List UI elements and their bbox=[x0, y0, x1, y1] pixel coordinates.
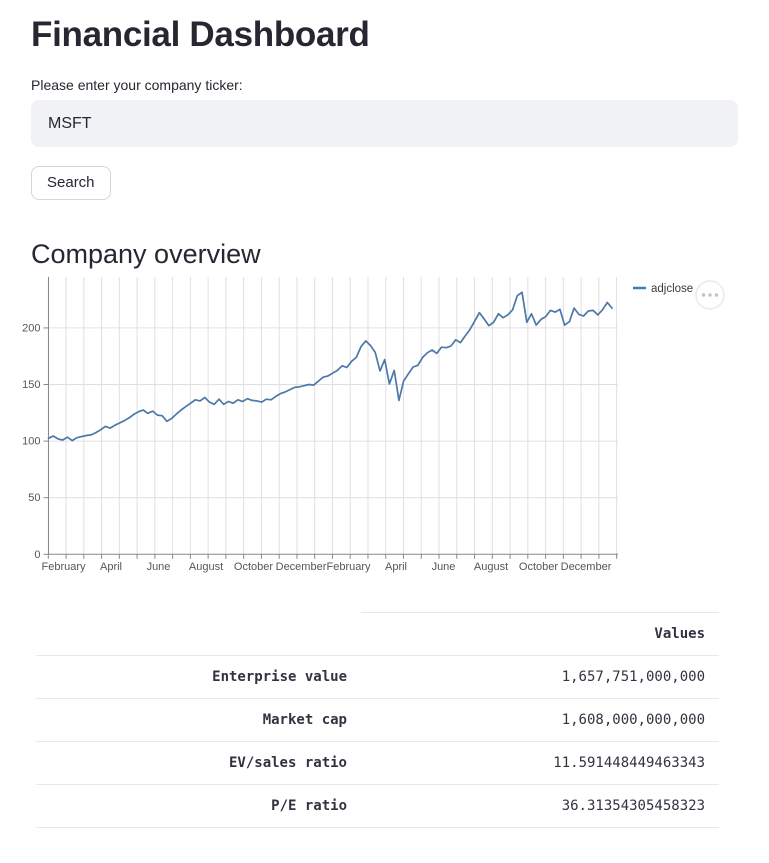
metric-value: 11.591448449463343 bbox=[361, 741, 719, 785]
x-axis-label: October bbox=[234, 561, 273, 573]
chart-legend: adjclose bbox=[633, 283, 693, 295]
table-row: P/E ratio 36.31354305458323 bbox=[36, 784, 719, 828]
y-axis-label: 0 bbox=[34, 549, 40, 561]
values-header-cell: Values bbox=[361, 612, 719, 656]
y-axis-label: 200 bbox=[22, 322, 40, 334]
x-axis-label: August bbox=[189, 561, 223, 573]
main-content: Financial Dashboard Please enter your co… bbox=[0, 14, 769, 270]
metric-value: 36.31354305458323 bbox=[361, 784, 719, 828]
financial-metrics-table: Values Enterprise value 1,657,751,000,000… bbox=[36, 612, 719, 828]
x-axis-label: April bbox=[100, 561, 122, 573]
ticker-input[interactable] bbox=[31, 100, 738, 147]
x-axis-label: February bbox=[326, 561, 371, 573]
search-button[interactable]: Search bbox=[31, 166, 111, 200]
metric-label: EV/sales ratio bbox=[36, 741, 361, 785]
y-axis-label: 150 bbox=[22, 379, 40, 391]
section-heading-company-overview: Company overview bbox=[31, 239, 261, 269]
x-axis-label: April bbox=[385, 561, 407, 573]
table-row: Enterprise value 1,657,751,000,000 bbox=[36, 655, 719, 699]
ellipsis-icon bbox=[708, 293, 712, 297]
chart-menu-button[interactable] bbox=[695, 280, 725, 310]
ticker-input-label: Please enter your company ticker: bbox=[31, 77, 243, 93]
table-header-row: Values bbox=[36, 612, 719, 656]
chart-canvas: 0 50 100 150 200 February April June August Octob… bbox=[22, 277, 725, 573]
x-axis-label: February bbox=[41, 561, 86, 573]
y-axis-label: 50 bbox=[28, 492, 40, 504]
metric-value: 1,657,751,000,000 bbox=[361, 655, 719, 699]
table-row: EV/sales ratio 11.591448449463343 bbox=[36, 741, 719, 785]
table-row: Market cap 1,608,000,000,000 bbox=[36, 698, 719, 742]
y-axis-label: 100 bbox=[22, 436, 40, 448]
x-axis-label: October bbox=[519, 561, 558, 573]
metrics-section: Values Enterprise value 1,657,751,000,000… bbox=[0, 612, 769, 828]
metric-label: P/E ratio bbox=[36, 784, 361, 828]
metric-value: 1,608,000,000,000 bbox=[361, 698, 719, 742]
adjclose-price-line bbox=[47, 291, 613, 442]
x-axis-label: August bbox=[474, 561, 508, 573]
adjclose-line-chart: 0 50 100 150 200 February April June August Octob… bbox=[0, 273, 769, 583]
x-axis-label: June bbox=[432, 561, 456, 573]
index-header-cell bbox=[36, 612, 361, 656]
x-axis-label: December bbox=[561, 561, 612, 573]
metric-label: Enterprise value bbox=[36, 655, 361, 699]
x-axis-label: December bbox=[276, 561, 327, 573]
legend-label: adjclose bbox=[651, 283, 693, 295]
x-axis-label: June bbox=[147, 561, 171, 573]
page-title: Financial Dashboard bbox=[31, 15, 370, 54]
ellipsis-icon bbox=[714, 293, 719, 297]
metric-label: Market cap bbox=[36, 698, 361, 742]
ellipsis-icon bbox=[701, 293, 706, 297]
